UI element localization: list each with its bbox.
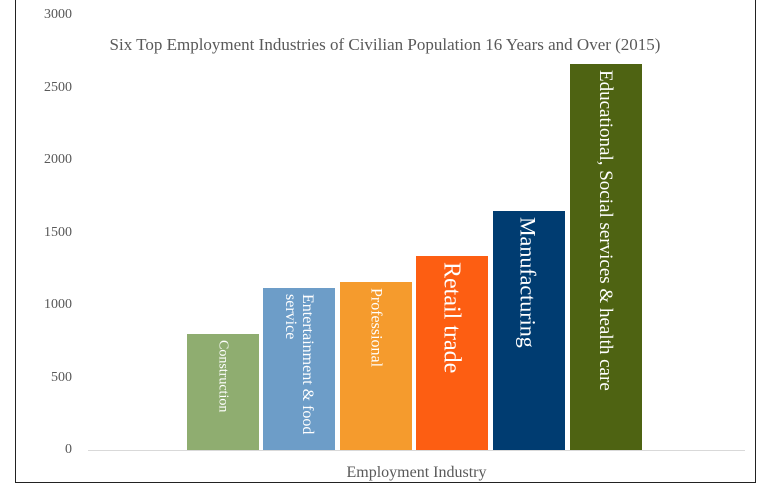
y-tick-label: 2500 <box>44 79 72 95</box>
bar-label: Construction <box>215 340 231 413</box>
bar: Entertainment & food service <box>263 287 335 450</box>
bar: Professional <box>340 281 412 450</box>
y-tick-label: 3000 <box>44 7 72 22</box>
y-tick-label: 1000 <box>44 297 72 312</box>
bar-label: Manufacturing <box>515 216 541 348</box>
bar: Construction <box>187 334 259 450</box>
bar: Manufacturing <box>493 210 565 450</box>
x-axis-line <box>88 450 745 451</box>
y-tick-label: 500 <box>51 369 72 385</box>
bar: Educational, Social services & health ca… <box>570 64 642 450</box>
bar-label: Retail trade <box>438 261 465 373</box>
bar-label: Entertainment & food service <box>282 293 316 434</box>
y-tick-label: 1500 <box>44 224 72 240</box>
x-axis-label: Employment Industry <box>346 464 487 481</box>
chart-frame <box>15 0 756 483</box>
bar: Retail trade <box>416 255 488 450</box>
bar-label: Educational, Social services & health ca… <box>594 70 616 392</box>
bar-label: Professional <box>367 287 385 367</box>
chart-title: Six Top Employment Industries of Civilia… <box>109 35 661 54</box>
y-tick-label: 0 <box>65 442 72 457</box>
y-tick-label: 2000 <box>44 152 72 167</box>
